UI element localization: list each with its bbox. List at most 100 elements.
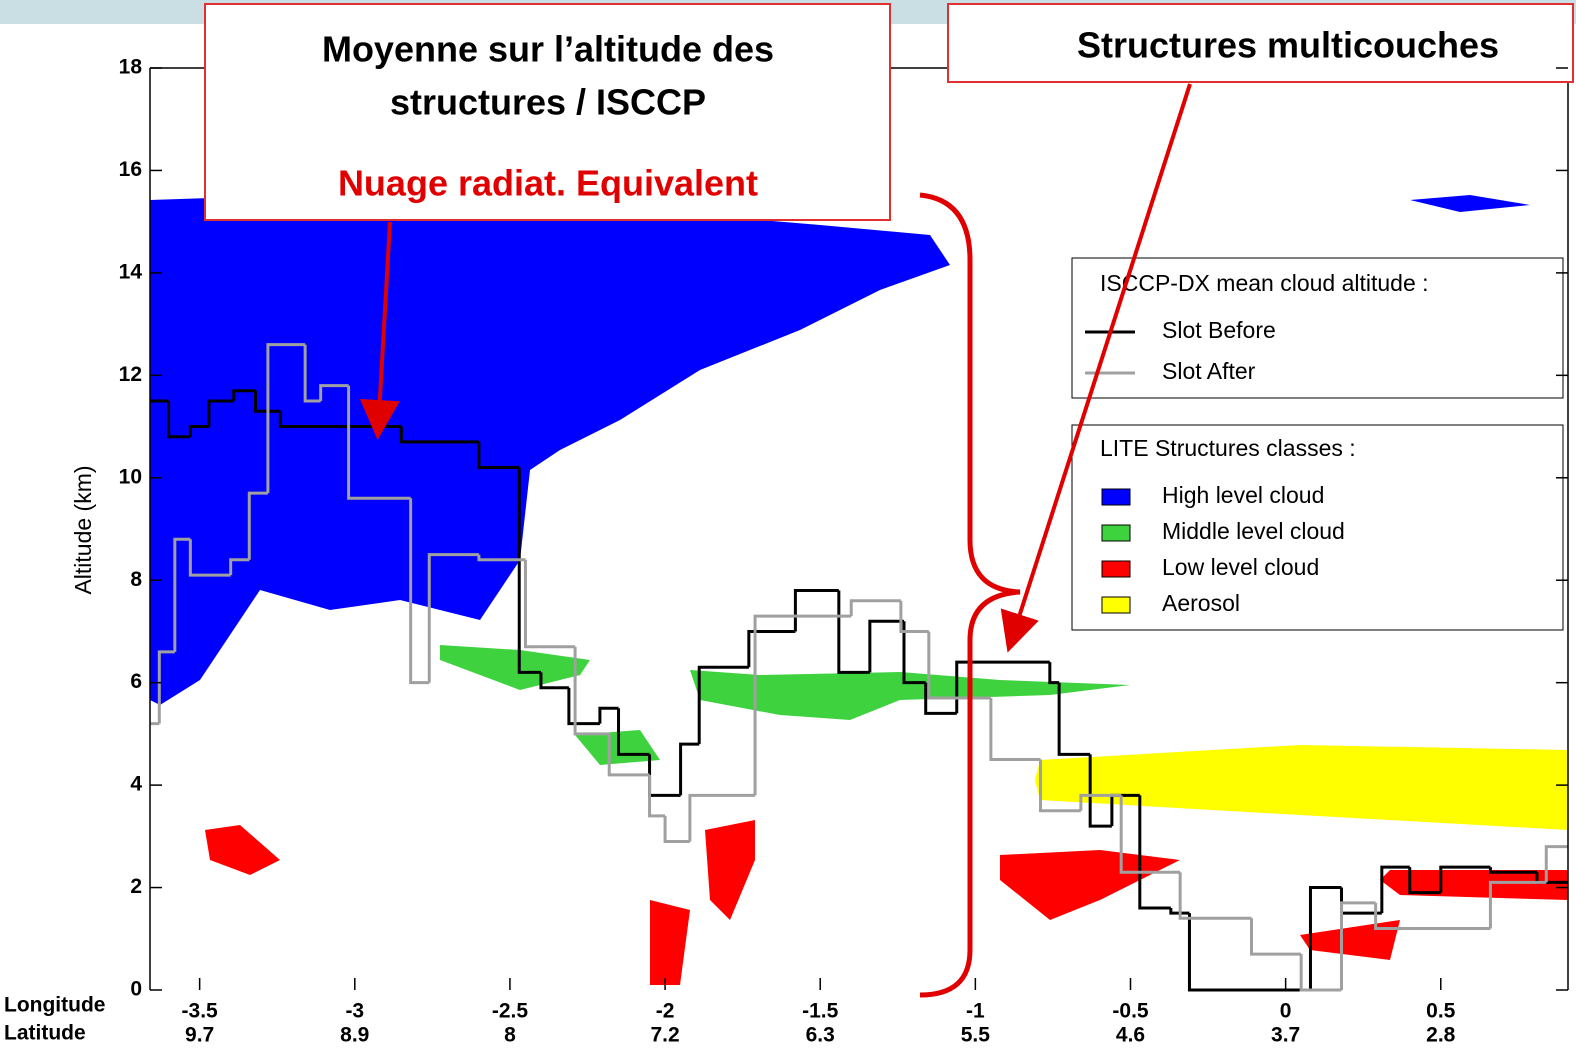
cloud-image (150, 195, 1568, 985)
step-segment (1408, 867, 1441, 895)
latitude-tick-label: 4.6 (1116, 1024, 1145, 1047)
y-tick-label: 12 (119, 363, 142, 386)
step-segment (747, 629, 796, 668)
step-segment (319, 384, 349, 401)
step-segment (539, 672, 569, 690)
step-segment (1169, 908, 1190, 915)
low-cloud-area (1380, 870, 1568, 900)
step-segment (688, 793, 756, 842)
legend-box (1071, 257, 1564, 399)
annotation-arrow (1000, 83, 1192, 653)
step-segment (517, 467, 541, 674)
y-tick-label: 2 (130, 875, 142, 898)
x-row-label: Longitude (4, 994, 105, 1017)
x-tick-label: -3.5 (182, 1000, 219, 1023)
step-segment (1079, 793, 1122, 811)
legend-title: LITE Structures classes : (1100, 435, 1356, 461)
step-segment (303, 344, 321, 403)
step-segment (1187, 913, 1302, 992)
legend-label: Slot Before (1162, 317, 1276, 343)
step-segment (955, 660, 1050, 714)
step-segment (648, 774, 666, 818)
step-segment (232, 389, 256, 401)
legend-swatch (1101, 596, 1131, 614)
step-segment (1439, 865, 1491, 893)
legend-label: Slot After (1162, 358, 1256, 384)
step-segment (173, 537, 191, 652)
step-segment (1488, 880, 1547, 929)
step-segment (278, 411, 330, 429)
step-segment (427, 553, 479, 683)
step-segment (477, 554, 526, 562)
latitude-tick-label: 2.8 (1426, 1024, 1456, 1047)
step-segment (1250, 918, 1302, 956)
step-segment (648, 754, 681, 797)
low-cloud-area (650, 900, 690, 985)
x-tick-label: -0.5 (1112, 1000, 1149, 1023)
low-cloud-area (1000, 850, 1180, 920)
step-segment (157, 650, 175, 724)
step-segment (188, 539, 231, 577)
step-segment (1308, 886, 1342, 990)
step-segment (663, 815, 690, 843)
step-segment (1138, 795, 1171, 910)
step-segment (1374, 902, 1491, 931)
legend-title: ISCCP-DX mean cloud altitude : (1100, 270, 1429, 296)
latitude-tick-label: 8.9 (340, 1024, 369, 1047)
annotation-highlight: Nuage radiat. Equivalent (338, 163, 758, 204)
step-segment (902, 621, 926, 685)
step-segment (409, 498, 430, 685)
x-tick-label: -1 (966, 1000, 985, 1023)
step-segment (347, 385, 411, 500)
latitude-tick-label: 6.3 (806, 1024, 835, 1047)
step-segment (567, 687, 600, 726)
x-tick-label: -3 (345, 1000, 364, 1023)
plot (150, 343, 1568, 992)
step-segment (899, 600, 929, 633)
step-segment (1299, 954, 1342, 992)
x-tick-label: -2.5 (492, 1000, 529, 1023)
step-segment (523, 559, 576, 649)
y-tick-label: 18 (119, 56, 143, 79)
step-segment (679, 742, 700, 796)
annotation-text: Structures multicouches (1077, 25, 1499, 66)
latitude-tick-label: 9.7 (185, 1024, 214, 1047)
high-cloud-area (1410, 195, 1530, 212)
legend-label: Low level cloud (1162, 554, 1319, 580)
annotation-brace (919, 192, 1021, 998)
annotation-arrow (359, 221, 400, 440)
step-segment (1488, 867, 1537, 874)
step-segment (1119, 795, 1181, 874)
low-cloud-area (205, 825, 280, 875)
latitude-tick-label: 3.7 (1271, 1024, 1300, 1047)
y-tick-label: 16 (119, 158, 142, 181)
legend-label: High level cloud (1162, 482, 1324, 508)
x-tick-label: 0.5 (1426, 1000, 1456, 1023)
step-segment (229, 558, 250, 576)
annotation-box (947, 3, 1574, 83)
legend-label: Middle level cloud (1162, 518, 1345, 544)
middle-cloud-area (440, 645, 590, 690)
y-tick-label: 4 (130, 773, 142, 796)
low-cloud-area (705, 820, 755, 920)
step-segment (1544, 845, 1568, 883)
middle-cloud-area (690, 670, 1130, 720)
x-tick-label: -1.5 (802, 1000, 839, 1023)
step-segment (598, 706, 619, 724)
step-segment (167, 400, 191, 439)
step-segment (617, 708, 650, 756)
step-segment (477, 441, 520, 470)
legend-swatch (1101, 488, 1131, 506)
x-tick-label: 0 (1280, 1000, 1292, 1023)
step-segment (247, 491, 268, 560)
y-tick-label: 8 (130, 568, 142, 591)
aerosol-area (1035, 745, 1568, 830)
step-segment (399, 426, 479, 444)
step-segment (849, 599, 901, 617)
annotation-text: Moyenne sur l’altitude des (322, 29, 774, 70)
latitude-tick-label: 7.2 (650, 1024, 679, 1047)
step-segment (207, 399, 234, 427)
step-segment (188, 425, 209, 437)
legend-label: Aerosol (1162, 590, 1240, 616)
